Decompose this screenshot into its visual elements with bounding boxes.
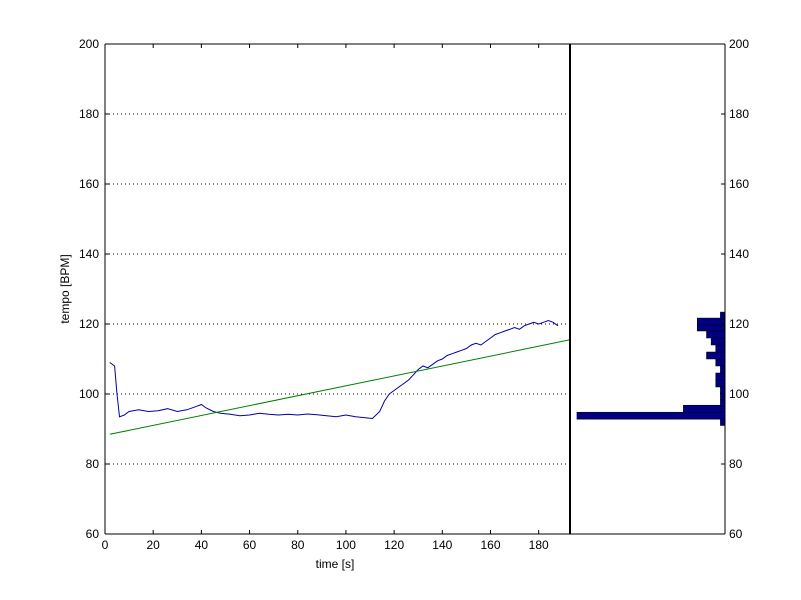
main-y-gridlines (105, 113, 570, 465)
main-y-tick-label: 120 (79, 317, 99, 331)
tempo-curve-line (109, 319, 559, 420)
hist-bar (576, 411, 726, 420)
hist-bar (715, 372, 726, 381)
hist-plot-area (570, 44, 725, 534)
hist-bar (715, 379, 726, 388)
main-x-tick-label: 120 (384, 538, 404, 552)
hist-y-tick-label: 180 (729, 107, 749, 121)
main-y-tick-label: 60 (86, 527, 100, 541)
main-x-ticks: 0 20 40 60 80 100 120 140 160 180 (102, 44, 549, 552)
hist-y-tick-label: 80 (729, 457, 743, 471)
main-x-tick-label: 80 (291, 538, 305, 552)
main-x-tick-label: 140 (432, 538, 452, 552)
hist-y-tick-label: 160 (729, 177, 749, 191)
hist-bars (576, 311, 726, 426)
hist-bar (720, 386, 726, 395)
main-x-tick-label: 160 (480, 538, 500, 552)
main-y-tick-label: 140 (79, 247, 99, 261)
tempo-histogram-axes: 60 80 100 120 140 160 180 200 (570, 37, 749, 541)
tempo-trend-line (109, 339, 571, 435)
main-y-tick-label: 100 (79, 387, 99, 401)
hist-y-tick-label: 120 (729, 317, 749, 331)
main-y-axis-label: tempo [BPM] (58, 254, 72, 323)
main-y-tick-label: 80 (86, 457, 100, 471)
main-y-ticks: 60 80 100 120 140 160 180 200 (79, 37, 109, 541)
hist-y-tick-label: 200 (729, 37, 749, 51)
hist-bar (706, 351, 726, 360)
hist-bar (715, 344, 726, 353)
main-x-tick-label: 20 (147, 538, 161, 552)
main-x-axis-label: time [s] (316, 557, 355, 571)
main-series-lines (109, 319, 571, 435)
hist-bar (683, 404, 726, 413)
main-y-tick-label: 200 (79, 37, 99, 51)
main-y-tick-label: 160 (79, 177, 99, 191)
main-y-tick-label: 180 (79, 107, 99, 121)
main-x-tick-label: 60 (243, 538, 257, 552)
hist-y-tick-label: 100 (729, 387, 749, 401)
main-x-tick-label: 100 (336, 538, 356, 552)
hist-bar (715, 358, 726, 367)
tempo-time-axes: 0 20 40 60 80 100 120 140 160 180 60 80 100 120 140 16… (58, 37, 571, 571)
hist-y-tick-label: 140 (729, 247, 749, 261)
main-x-tick-label: 180 (529, 538, 549, 552)
hist-bar (720, 399, 726, 407)
main-plot-area (105, 44, 570, 534)
hist-y-tick-label: 60 (729, 527, 743, 541)
hist-bar (720, 311, 726, 320)
hist-bar (710, 337, 726, 346)
hist-bar (720, 418, 726, 426)
hist-bar (706, 330, 726, 339)
hist-bar (720, 365, 726, 374)
main-x-tick-label: 40 (195, 538, 209, 552)
hist-y-ticks: 60 80 100 120 140 160 180 200 (721, 37, 749, 541)
main-x-tick-label: 0 (102, 538, 109, 552)
